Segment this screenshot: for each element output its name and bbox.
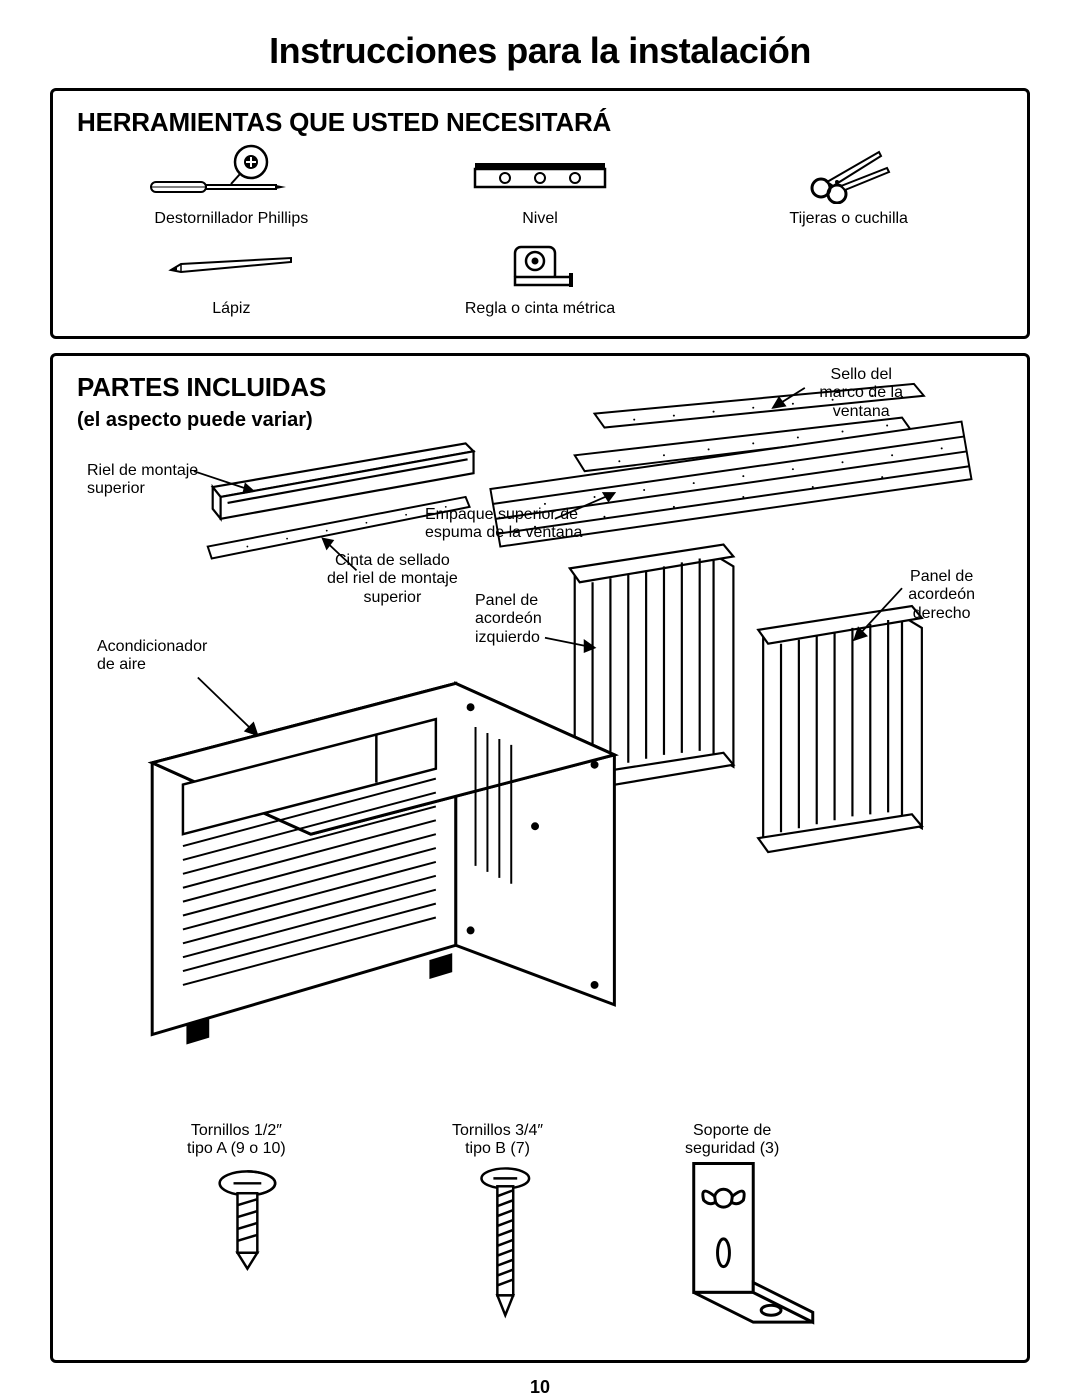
callout-sash-seal: Sello del marco de la ventana <box>819 366 903 421</box>
tool-label-tape: Regla o cinta métrica <box>465 300 615 318</box>
tool-row-2: Lápiz Regla o cinta métrica <box>77 234 1003 318</box>
level-icon <box>465 144 615 204</box>
page-number: 10 <box>50 1377 1030 1398</box>
page-title: Instrucciones para la instalación <box>50 30 1030 72</box>
callout-ac: Acondicionador de aire <box>97 638 207 675</box>
tool-cell-tape: Regla o cinta métrica <box>386 234 695 318</box>
callout-top-rail: Riel de montaje superior <box>87 462 198 499</box>
tool-cell-blank <box>694 234 1003 318</box>
tools-panel: HERRAMIENTAS QUE USTED NECESITARÁ <box>50 88 1030 339</box>
tool-cell-pencil: Lápiz <box>77 234 386 318</box>
tool-cell-scissors: Tijeras o cuchilla <box>694 144 1003 228</box>
callout-rail-seal: Cinta de sellado del riel de montaje sup… <box>327 552 458 607</box>
safety-bracket-icon <box>694 1163 813 1322</box>
tool-row-1: Destornillador Phillips Nivel <box>77 144 1003 228</box>
callout-left-accordion: Panel de acordeón izquierdo <box>475 592 542 647</box>
tool-label-level: Nivel <box>522 210 558 228</box>
parts-panel: PARTES INCLUIDAS (el aspecto puede varia… <box>50 353 1030 1363</box>
air-conditioner-icon <box>152 683 614 1042</box>
page: Instrucciones para la instalación HERRAM… <box>0 0 1080 1397</box>
tool-label-scissors: Tijeras o cuchilla <box>789 210 908 228</box>
right-accordion-icon <box>758 606 922 852</box>
tool-cell-screwdriver: Destornillador Phillips <box>77 144 386 228</box>
callout-screws-a: Tornillos 1/2″ tipo A (9 o 10) <box>187 1122 286 1159</box>
tape-icon <box>495 234 585 294</box>
callout-bracket: Soporte de seguridad (3) <box>685 1122 779 1159</box>
callout-foam-gasket: Empaque superior de espuma de la ventana <box>425 506 582 543</box>
parts-diagram: Riel de montaje superior Cinta de sellad… <box>77 370 1003 1342</box>
callout-screws-b: Tornillos 3/4″ tipo B (7) <box>452 1122 543 1159</box>
tool-label-pencil: Lápiz <box>212 300 250 318</box>
scissors-icon <box>799 144 899 204</box>
callout-right-accordion: Panel de acordeón derecho <box>908 568 975 623</box>
tools-panel-title: HERRAMIENTAS QUE USTED NECESITARÁ <box>77 107 1003 138</box>
screwdriver-icon <box>141 144 321 204</box>
tool-label-screwdriver: Destornillador Phillips <box>154 210 308 228</box>
tool-cell-level: Nivel <box>386 144 695 228</box>
screw-type-a-icon <box>220 1171 276 1268</box>
screw-type-b-icon <box>481 1168 529 1315</box>
pencil-icon <box>161 234 301 294</box>
